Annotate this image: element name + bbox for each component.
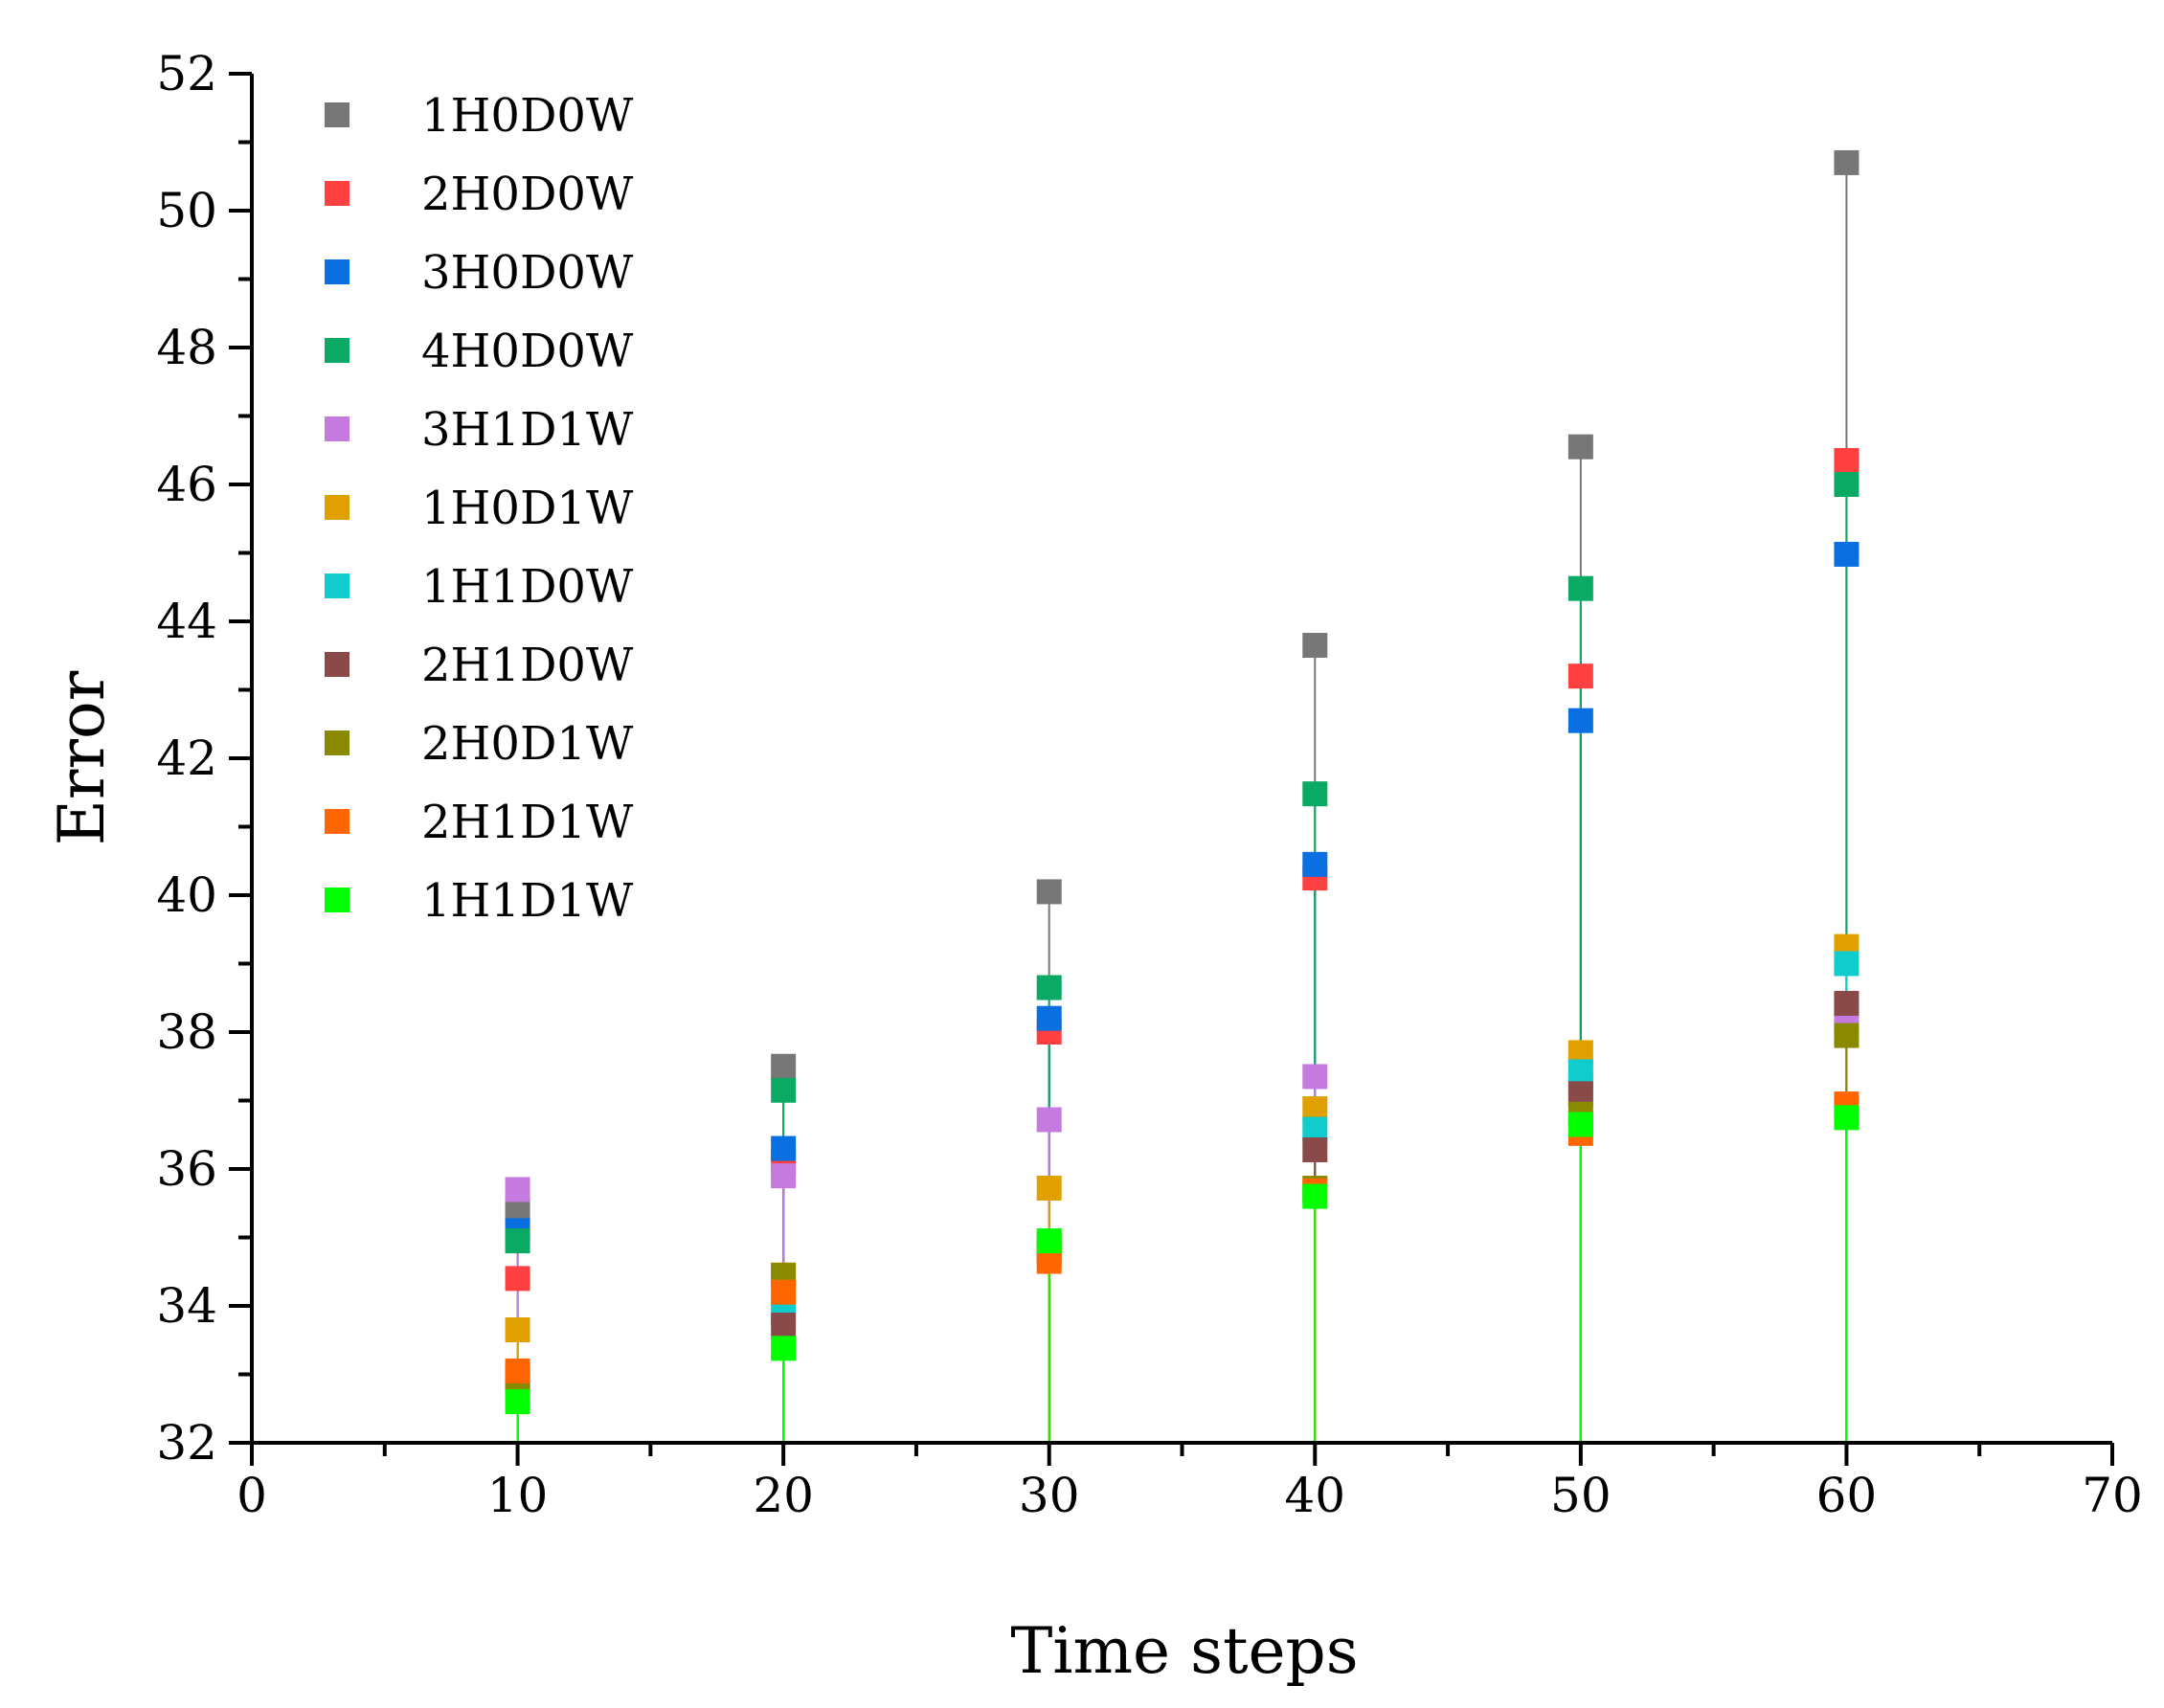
point-1H1D1W-10: [505, 1389, 530, 1415]
point-4H0D0W-60: [1834, 472, 1860, 497]
point-3H0D0W-40: [1302, 851, 1328, 877]
x-tick-label-50: 50: [1550, 1468, 1612, 1523]
y-tick-label-46: 46: [156, 457, 217, 512]
y-tick-label-42: 42: [156, 730, 217, 786]
point-1H1D1W-20: [771, 1336, 797, 1361]
point-3H1D1W-30: [1036, 1107, 1062, 1133]
legend-label-3H1D1W: 3H1D1W: [421, 403, 634, 457]
point-1H0D0W-30: [1036, 879, 1062, 905]
y-tick-label-44: 44: [156, 594, 217, 649]
point-4H0D0W-30: [1036, 975, 1062, 1000]
y-tick-label-38: 38: [156, 1004, 217, 1060]
point-1H0D0W-50: [1567, 434, 1593, 460]
y-tick-label-32: 32: [156, 1415, 217, 1471]
legend-marker-2H0D1W: [325, 730, 349, 755]
y-axis-title: Error: [45, 670, 119, 845]
point-3H0D0W-30: [1036, 1005, 1062, 1031]
point-2H0D0W-10: [505, 1266, 530, 1292]
legend-label-1H0D1W: 1H0D1W: [421, 482, 634, 535]
x-tick-label-60: 60: [1816, 1468, 1878, 1523]
point-1H1D1W-60: [1834, 1105, 1860, 1131]
point-2H0D1W-60: [1834, 1023, 1860, 1048]
legend-marker-1H1D0W: [325, 573, 349, 598]
point-3H0D0W-60: [1834, 541, 1860, 567]
point-1H1D0W-50: [1567, 1059, 1593, 1085]
legend-label-2H0D1W: 2H0D1W: [421, 717, 634, 771]
stem-lines: [516, 162, 1848, 1443]
point-1H0D0W-60: [1834, 149, 1860, 175]
legend-marker-3H0D0W: [325, 259, 349, 284]
legend-label-1H1D1W: 1H1D1W: [421, 874, 634, 928]
legend-marker-2H0D0W: [325, 181, 349, 206]
point-1H0D1W-30: [1036, 1176, 1062, 1202]
point-3H1D1W-40: [1302, 1064, 1328, 1090]
point-4H0D0W-40: [1302, 781, 1328, 807]
y-tick-label-52: 52: [156, 46, 217, 101]
point-3H0D0W-20: [771, 1135, 797, 1161]
point-1H0D1W-10: [505, 1317, 530, 1343]
legend-marker-4H0D0W: [325, 338, 349, 363]
point-3H0D0W-50: [1567, 708, 1593, 733]
x-tick-label-70: 70: [2082, 1468, 2143, 1523]
legend-label-1H1D0W: 1H1D0W: [421, 560, 634, 614]
point-2H1D1W-20: [771, 1279, 797, 1305]
point-1H1D1W-50: [1567, 1112, 1593, 1137]
axes: 0 10 20 30 40 50 60 70 32 34 36 38 40 42 44 46 48 50 52: [156, 46, 2142, 1523]
x-tick-label-0: 0: [237, 1468, 267, 1523]
legend-label-1H0D0W: 1H0D0W: [421, 89, 634, 143]
legend-label-2H1D0W: 2H1D0W: [421, 639, 634, 692]
x-tick-label-30: 30: [1019, 1468, 1080, 1523]
legend-label-2H1D1W: 2H1D1W: [421, 796, 634, 849]
legend: 1H0D0W 2H0D0W 3H0D0W 4H0D0W 3H1D1W 1H0D1W 1H1D…: [325, 89, 634, 928]
legend-label-3H0D0W: 3H0D0W: [421, 246, 634, 300]
legend-marker-1H1D1W: [325, 888, 349, 912]
x-tick-label-20: 20: [753, 1468, 814, 1523]
point-1H1D1W-40: [1302, 1183, 1328, 1209]
point-3H1D1W-20: [771, 1163, 797, 1189]
point-2H1D0W-20: [771, 1313, 797, 1338]
y-tick-label-40: 40: [156, 867, 217, 923]
point-2H1D0W-40: [1302, 1136, 1328, 1162]
point-2H0D0W-60: [1834, 447, 1860, 473]
data-points: [505, 149, 1860, 1415]
legend-marker-1H0D0W: [325, 102, 349, 127]
legend-label-2H0D0W: 2H0D0W: [421, 168, 634, 221]
point-1H1D1W-30: [1036, 1228, 1062, 1254]
point-2H1D0W-60: [1834, 990, 1860, 1016]
x-tick-label-40: 40: [1284, 1468, 1345, 1523]
point-4H0D0W-20: [771, 1077, 797, 1103]
legend-marker-2H1D1W: [325, 809, 349, 834]
legend-marker-3H1D1W: [325, 416, 349, 441]
point-4H0D0W-10: [505, 1228, 530, 1254]
point-1H0D0W-40: [1302, 633, 1328, 659]
point-2H0D0W-50: [1567, 663, 1593, 689]
x-axis-title: Time steps: [1010, 1614, 1358, 1688]
y-tick-label-34: 34: [156, 1278, 217, 1334]
point-2H1D1W-10: [505, 1358, 530, 1383]
legend-label-4H0D0W: 4H0D0W: [421, 325, 634, 378]
y-tick-label-50: 50: [156, 183, 217, 238]
point-1H1D0W-60: [1834, 951, 1860, 977]
y-tick-label-36: 36: [156, 1141, 217, 1197]
legend-marker-1H0D1W: [325, 495, 349, 520]
point-4H0D0W-50: [1567, 575, 1593, 601]
y-tick-label-48: 48: [156, 320, 217, 375]
legend-marker-2H1D0W: [325, 652, 349, 677]
x-tick-label-10: 10: [487, 1468, 549, 1523]
point-3H1D1W-10: [505, 1177, 530, 1202]
point-1H0D0W-20: [771, 1053, 797, 1079]
